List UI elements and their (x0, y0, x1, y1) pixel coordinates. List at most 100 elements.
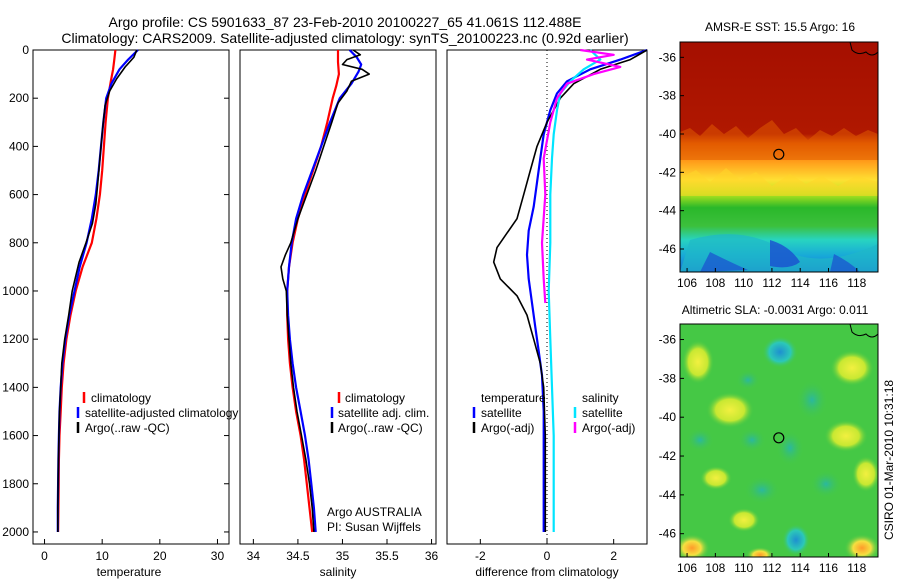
y-tick-label: 1200 (2, 332, 29, 346)
lon-tick-label: 114 (791, 561, 810, 575)
sla-heatmap-field (680, 324, 878, 557)
y-tick-label: 400 (9, 139, 29, 153)
salinity-axis-ticks: 34 34.5 35 35.5 36 (247, 539, 439, 563)
y-tick-label: 2000 (2, 525, 29, 539)
salinity-plot-frame (239, 49, 437, 545)
sla-map: Altimetric SLA: -0.0031 Argo: 0.011 (659, 303, 879, 575)
sst-map-axis-ticks: 106 108 110 112 114 116 118 -36 -38 -40 -42 -44 -46 (659, 50, 867, 290)
legend-label-climatology: climatology (345, 391, 405, 405)
lat-tick-label: -44 (659, 488, 677, 502)
lat-tick-label: -46 (659, 242, 677, 256)
argo-location-marker (773, 148, 785, 160)
lon-tick-label: 106 (677, 561, 697, 575)
y-tick-label: 1600 (2, 429, 29, 443)
annotation-line-1: Argo AUSTRALIA (327, 505, 422, 519)
legend-label-temp-satellite: satellite (481, 406, 522, 420)
difference-panel: -2 0 2 difference from climatology tempera… (446, 48, 648, 579)
legend-label-argo: Argo(..raw -QC) (85, 421, 170, 435)
lon-tick-label: 110 (734, 276, 753, 290)
sst-map-title: AMSR-E SST: 15.5 Argo: 16 (705, 20, 855, 34)
lon-tick-label: 108 (705, 276, 725, 290)
x-tick-label: 10 (95, 549, 109, 563)
legend-label-argo: Argo(..raw -QC) (338, 421, 423, 435)
y-tick-label: 1000 (2, 284, 29, 298)
x-tick-label: 2 (610, 549, 617, 563)
legend-label-sal-satellite: satellite (582, 406, 623, 420)
sla-map-title: Altimetric SLA: -0.0031 Argo: 0.011 (682, 303, 869, 317)
sst-map-frame (679, 41, 879, 273)
lon-tick-label: 108 (705, 561, 725, 575)
x-tick-label: 34 (247, 549, 261, 563)
x-tick-label: 0 (544, 549, 551, 563)
lat-tick-label: -46 (659, 527, 677, 541)
legend-label-satellite: satellite-adjusted climatology (85, 406, 238, 420)
x-tick-label: -2 (475, 549, 486, 563)
lon-tick-label: 116 (819, 561, 838, 575)
series-line-argo-raw-qc- (57, 49, 138, 532)
legend-label-sal-argo: Argo(-adj) (582, 421, 635, 435)
lon-tick-label: 116 (819, 276, 838, 290)
y-tick-label: 600 (9, 188, 29, 202)
lat-tick-label: -38 (659, 89, 677, 103)
annotation-line-2: PI: Susan Wijffels (327, 520, 421, 534)
legend-header-temperature: temperature (481, 391, 546, 405)
creation-timestamp: CSIRO 01-Mar-2010 10:31:18 (882, 380, 896, 540)
lon-tick-label: 106 (677, 276, 697, 290)
y-tick-label: 200 (9, 91, 29, 105)
series-line-salinity-satellite (547, 49, 602, 532)
difference-series (492, 48, 648, 544)
lat-tick-label: -38 (659, 371, 677, 385)
difference-axis-ticks: -2 0 2 (475, 539, 617, 563)
x-tick-label: 30 (211, 549, 225, 563)
temperature-plot-frame (32, 49, 230, 545)
series-line-salinity-argo-adj- (540, 48, 622, 304)
lon-tick-label: 118 (847, 561, 866, 575)
lat-tick-label: -42 (659, 165, 677, 179)
lon-tick-label: 110 (734, 561, 753, 575)
y-tick-label: 1400 (2, 380, 29, 394)
temperature-legend: climatology satellite-adjusted climatolo… (76, 391, 238, 435)
legend-header-salinity: salinity (582, 391, 619, 405)
salinity-panel: 34 34.5 35 35.5 36 salinity climatology sate… (239, 49, 439, 579)
x-tick-label: 20 (153, 549, 167, 563)
x-tick-label: 35 (336, 549, 350, 563)
argo-location-marker (773, 432, 785, 444)
x-tick-label: 34.5 (286, 549, 310, 563)
legend-label-temp-argo: Argo(-adj) (481, 421, 534, 435)
series-line-temperature-argo-adj- (492, 49, 648, 532)
difference-plot-frame (446, 49, 648, 545)
sst-heatmap-field (680, 42, 878, 272)
y-tick-label: 800 (9, 236, 29, 250)
lat-tick-label: -42 (659, 449, 677, 463)
lat-tick-label: -36 (659, 50, 677, 64)
difference-xlabel: difference from climatology (475, 565, 618, 579)
lat-tick-label: -40 (659, 127, 677, 141)
lon-tick-label: 112 (762, 276, 781, 290)
temperature-xlabel: temperature (97, 565, 162, 579)
legend-label-satellite: satellite adj. clim. (338, 406, 429, 420)
temperature-series (56, 49, 139, 533)
lat-tick-label: -36 (659, 333, 677, 347)
salinity-series (280, 49, 370, 533)
lat-tick-label: -40 (659, 410, 677, 424)
salinity-xlabel: salinity (320, 565, 357, 579)
sst-map: AMSR-E SST: 15.5 Argo: 16 106 108 110 112 11… (659, 20, 879, 290)
series-line-satellite-adj-clim- (286, 49, 363, 533)
x-tick-label: 35.5 (375, 549, 399, 563)
temperature-panel: 0 10 20 30 0 200 400 600 800 1000 1200 1400 1600 1800… (2, 43, 238, 579)
lat-tick-label: -44 (659, 204, 677, 218)
sla-map-axis-ticks: 106 108 110 112 114 116 118 -36 -38 -40 -42 -44 -46 (659, 333, 867, 575)
y-tick-label: 1800 (2, 477, 29, 491)
x-tick-label: 36 (425, 549, 439, 563)
x-tick-label: 0 (41, 549, 48, 563)
figure-title: Argo profile: CS 5901633_87 23-Feb-2010 … (108, 14, 581, 30)
sla-map-frame (679, 323, 879, 558)
temperature-axis-ticks: 0 10 20 30 0 200 400 600 800 1000 1200 1400 1600 1800… (2, 43, 229, 563)
lon-tick-label: 114 (791, 276, 810, 290)
lon-tick-label: 112 (762, 561, 781, 575)
figure-subtitle: Climatology: CARS2009. Satellite-adjuste… (61, 30, 628, 46)
difference-legend: temperature satellite Argo(-adj) salinit… (472, 391, 635, 435)
salinity-legend: climatology satellite adj. clim. Argo(..… (330, 391, 429, 435)
series-line-argo-raw-qc- (280, 49, 370, 533)
lon-tick-label: 118 (847, 276, 866, 290)
